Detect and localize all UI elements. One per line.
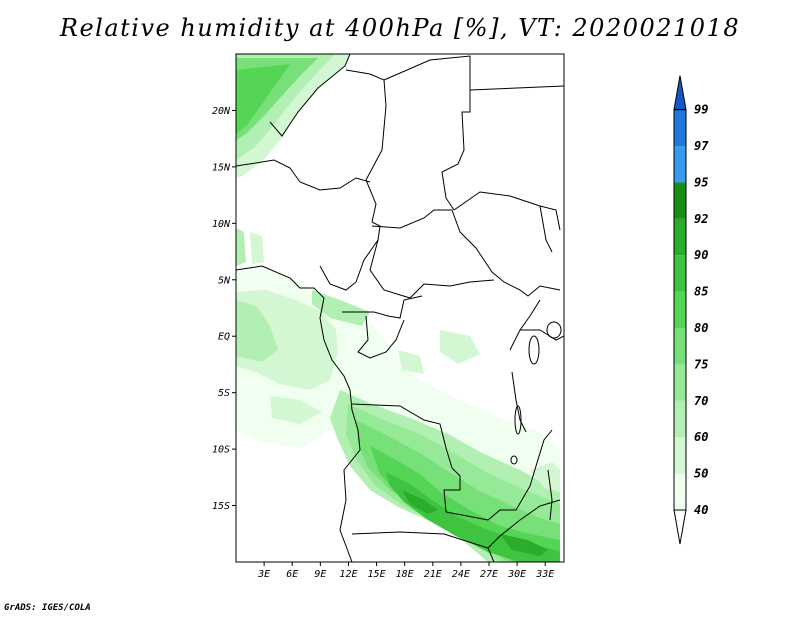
lat-label: 20N	[212, 106, 231, 117]
colorbar-swatch	[674, 218, 686, 256]
colorbar-label: 75	[694, 357, 708, 371]
colorbar-label: 95	[694, 175, 708, 189]
longitude-axis: 3E 6E 9E 12E 15E 18E 21E 24E 27E 30E 33E	[257, 562, 554, 580]
colorbar-label: 80	[694, 321, 708, 335]
colorbar-outline	[673, 109, 687, 511]
lat-label: 5S	[218, 388, 230, 399]
colorbar-swatch	[674, 182, 686, 219]
colorbar-label: 92	[694, 212, 708, 226]
colorbar-swatch	[674, 400, 686, 438]
colorbar-label: 40	[694, 503, 708, 517]
lon-label: 18E	[396, 569, 414, 580]
lat-label: EQ	[218, 332, 230, 343]
map-title: Relative humidity at 400hPa [%], VT: 202…	[59, 14, 741, 42]
grads-credit: GrADS: IGES/COLA	[4, 603, 91, 613]
lon-label: 15E	[368, 569, 386, 580]
colorbar-swatch	[674, 146, 686, 183]
colorbar-label: 99	[694, 103, 708, 117]
lon-label: 21E	[424, 569, 442, 580]
lon-label: 30E	[507, 569, 526, 580]
country-borders	[236, 54, 564, 562]
colorbar-swatch	[674, 291, 686, 328]
lon-label: 33E	[535, 569, 554, 580]
colorbar-swatch	[674, 109, 686, 146]
colorbar: 40 50 60 70 75 80 85 90 92 95 97 99	[673, 75, 709, 545]
colorbar-under-triangle	[673, 509, 687, 545]
colorbar-label: 70	[694, 394, 708, 408]
lat-label: 10S	[212, 445, 230, 456]
colorbar-label: 50	[694, 467, 708, 481]
humidity-field	[236, 54, 560, 562]
colorbar-label: 97	[694, 139, 709, 153]
colorbar-label: 85	[694, 285, 708, 299]
colorbar-swatch	[674, 255, 686, 292]
map-frame	[235, 53, 565, 563]
lon-label: 3E	[257, 569, 270, 580]
lat-label: 10N	[212, 219, 231, 230]
colorbar-swatch	[674, 473, 686, 510]
colorbar-label: 60	[694, 430, 708, 444]
lon-label: 12E	[339, 569, 357, 580]
lat-label: 5N	[218, 275, 231, 286]
colorbar-over-triangle	[673, 75, 687, 111]
colorbar-label: 90	[694, 248, 708, 262]
lon-label: 27E	[480, 569, 498, 580]
latitude-axis: 20N 15N 10N 5N EQ 5S 10S 15S	[212, 106, 236, 512]
lon-label: 6E	[286, 569, 298, 580]
lake-outlines	[510, 321, 562, 521]
colorbar-swatch	[674, 328, 686, 365]
lon-label: 9E	[314, 569, 326, 580]
colorbar-swatch	[674, 364, 686, 401]
lat-label: 15S	[212, 501, 230, 512]
lon-label: 24E	[452, 569, 470, 580]
lat-label: 15N	[212, 162, 231, 173]
colorbar-swatch	[674, 437, 686, 474]
